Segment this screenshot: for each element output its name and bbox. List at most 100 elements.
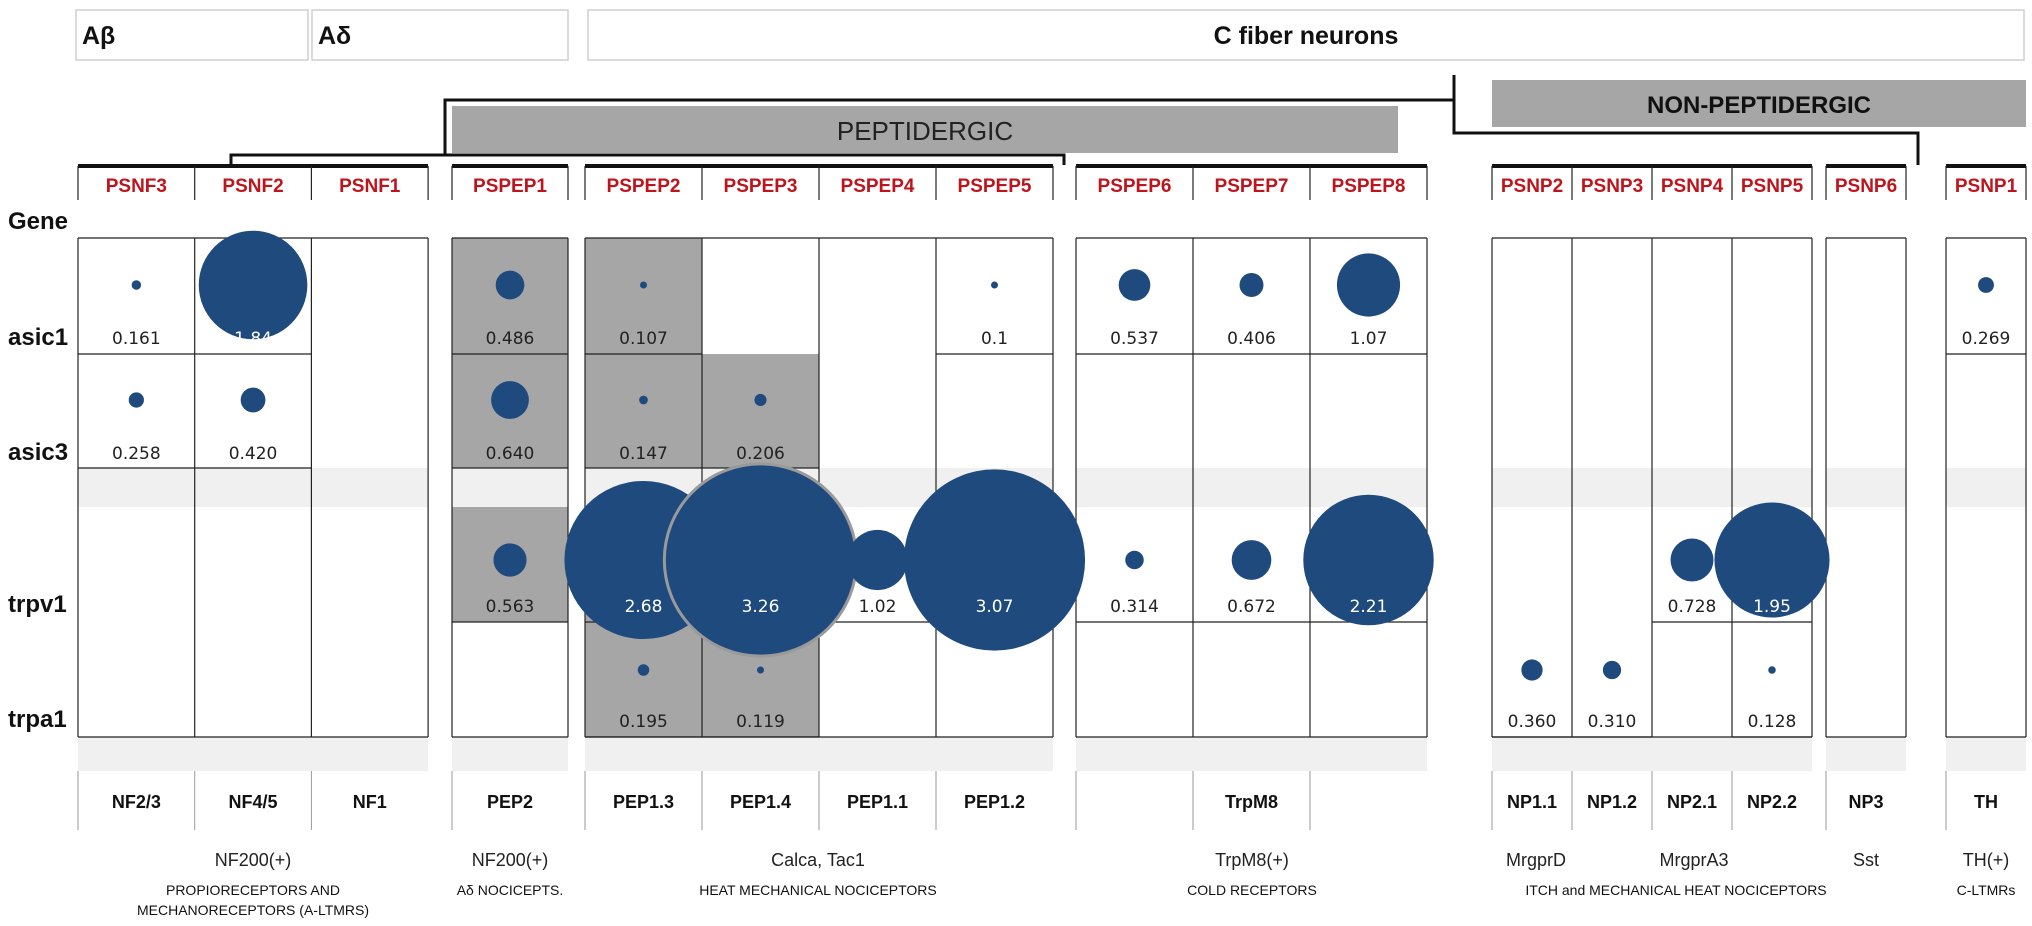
subtype-pep1-1: PEP1.1 — [847, 792, 908, 812]
population-psnp5: PSNP5 — [1741, 176, 1804, 197]
group-marker-5: MrgprA3 — [1659, 850, 1728, 870]
value-pspep2-trpv1: 2.68 — [625, 597, 663, 617]
population-psnp3: PSNP3 — [1581, 176, 1643, 197]
value-pspep6-trpv1: 0.314 — [1110, 597, 1159, 617]
band-mid — [452, 468, 568, 507]
band-bottom — [452, 737, 568, 771]
population-psnp4: PSNP4 — [1661, 176, 1724, 197]
bubble-psnf2-asic1 — [198, 230, 308, 340]
bubble-pspep2-asic1 — [640, 281, 647, 289]
bubble-pspep5-asic1 — [991, 281, 998, 289]
gene-label-trpv1: trpv1 — [8, 591, 67, 618]
bubble-psnf3-asic3 — [128, 392, 144, 408]
bubble-psnp5-trpa1 — [1768, 666, 1776, 674]
bubble-pspep3-trpv1 — [662, 462, 859, 658]
value-psnf3-asic3: 0.258 — [112, 444, 161, 464]
population-pspep2: PSPEP2 — [607, 176, 681, 197]
band-bottom — [1946, 737, 2026, 771]
bubble-pspep5-trpv1 — [903, 469, 1086, 651]
group-desc-7-0: C-LTMRs — [1957, 882, 2016, 898]
group-marker-4: MrgprD — [1506, 850, 1566, 870]
bubble-pspep2-asic3 — [639, 395, 648, 405]
subtype-np1-2: NP1.2 — [1587, 792, 1637, 812]
value-psnp3-trpa1: 0.310 — [1588, 712, 1637, 732]
value-pspep7-trpv1: 0.672 — [1227, 597, 1276, 617]
bubble-psnp2-trpa1 — [1521, 659, 1543, 681]
population-psnp6: PSNP6 — [1835, 176, 1897, 197]
population-pspep7: PSPEP7 — [1215, 176, 1289, 197]
top-header-adelta: Aδ — [311, 9, 569, 61]
shaded-cell — [585, 354, 702, 468]
band-mid — [78, 468, 428, 507]
non-peptidergic-label: NON-PEPTIDERGIC — [1647, 92, 1871, 119]
shaded-cell — [702, 354, 819, 468]
bubble-psnp1-asic1 — [1978, 277, 1994, 293]
population-psnp2: PSNP2 — [1501, 176, 1563, 197]
group-desc-1-0: Aδ NOCICEPTS. — [457, 882, 564, 898]
value-psnf2-asic1: 1.84 — [234, 329, 272, 349]
bubble-psnf3-asic1 — [131, 280, 142, 290]
subtype-np2-2: NP2.2 — [1747, 792, 1797, 812]
value-pspep3-asic3: 0.206 — [736, 444, 785, 464]
value-pspep1-trpv1: 0.563 — [486, 597, 535, 617]
value-psnp1-asic1: 0.269 — [1962, 329, 2011, 349]
group-marker-1: NF200(+) — [472, 850, 549, 870]
population-pspep6: PSPEP6 — [1098, 176, 1172, 197]
band-bottom — [1826, 737, 1906, 771]
bubbles — [128, 230, 1994, 681]
population-pspep5: PSPEP5 — [958, 176, 1032, 197]
value-pspep7-asic1: 0.406 — [1227, 329, 1276, 349]
top-header-abeta: Aβ — [75, 9, 309, 61]
group-desc-3-0: COLD RECEPTORS — [1187, 882, 1317, 898]
gene-labels: asic1 asic3 trpv1 trpa1 — [8, 324, 68, 733]
value-labels: 0.161 0.258 1.84 0.420 0.486 0.640 0.563 0.107 0… — [112, 329, 2010, 732]
shaded-cell — [585, 622, 702, 737]
group-marker-0: NF200(+) — [215, 850, 292, 870]
bubble-pspep3-asic3 — [754, 393, 767, 407]
top-header-adelta-label: Aδ — [318, 22, 351, 50]
peptidergic-label: PEPTIDERGIC — [837, 116, 1013, 146]
bubble-pspep3-trpa1 — [756, 666, 765, 674]
population-headers: PSNF3 PSNF2 PSNF1 PSPEP1 PSPEP2 PSPEP3 PSPEP4 P… — [106, 176, 2018, 197]
bubble-pspep8-asic1 — [1336, 253, 1401, 317]
bubble-pspep4-trpv1 — [847, 529, 908, 591]
bubble-pspep8-trpv1 — [1303, 494, 1434, 626]
bubble-psnf2-asic3 — [240, 387, 266, 413]
grid-lines — [77, 164, 2027, 830]
group-marker-7: TH(+) — [1963, 850, 2010, 870]
value-psnf2-asic3: 0.420 — [229, 444, 278, 464]
band-bottom — [1492, 737, 1812, 771]
bubble-pspep2-trpa1 — [637, 664, 650, 676]
bubble-pspep6-trpv1 — [1125, 550, 1144, 570]
gene-header: Gene — [8, 208, 68, 235]
value-pspep5-trpv1: 3.07 — [976, 597, 1014, 617]
bubble-pspep7-asic1 — [1239, 273, 1264, 297]
bubble-psnp4-trpv1 — [1670, 538, 1714, 582]
value-pspep1-asic3: 0.640 — [486, 444, 535, 464]
value-pspep6-asic1: 0.537 — [1110, 329, 1159, 349]
gene-label-asic1: asic1 — [8, 324, 68, 351]
value-pspep1-asic1: 0.486 — [486, 329, 535, 349]
subtype-th: TH — [1974, 792, 1998, 812]
group-desc-0-0: PROPIORECEPTORS AND — [166, 882, 340, 898]
band-mid — [1946, 468, 2026, 507]
non-peptidergic-bar: NON-PEPTIDERGIC — [1492, 80, 2026, 127]
subtype-nf1: NF1 — [353, 792, 387, 812]
band-bottom — [78, 737, 428, 771]
subtype-trpm8: TrpM8 — [1225, 792, 1278, 812]
group-marker-3: TrpM8(+) — [1215, 850, 1289, 870]
value-pspep3-trpv1: 3.26 — [742, 597, 780, 617]
value-pspep8-asic1: 1.07 — [1350, 329, 1388, 349]
group-marker-2: Calca, Tac1 — [771, 850, 865, 870]
bubble-pspep7-trpv1 — [1231, 540, 1272, 580]
shaded-cell — [585, 238, 702, 354]
value-pspep2-asic1: 0.107 — [619, 329, 668, 349]
group-desc-5-0: ITCH and MECHANICAL HEAT NOCICEPTORS — [1525, 882, 1826, 898]
population-pspep3: PSPEP3 — [724, 176, 798, 197]
value-psnp5-trpa1: 0.128 — [1748, 712, 1797, 732]
subtype-pep1-2: PEP1.2 — [964, 792, 1025, 812]
subtype-nf2-3: NF2/3 — [112, 792, 161, 812]
group-desc-2-0: HEAT MECHANICAL NOCICEPTORS — [699, 882, 937, 898]
population-pspep8: PSPEP8 — [1332, 176, 1406, 197]
value-pspep2-trpa1: 0.195 — [619, 712, 668, 732]
